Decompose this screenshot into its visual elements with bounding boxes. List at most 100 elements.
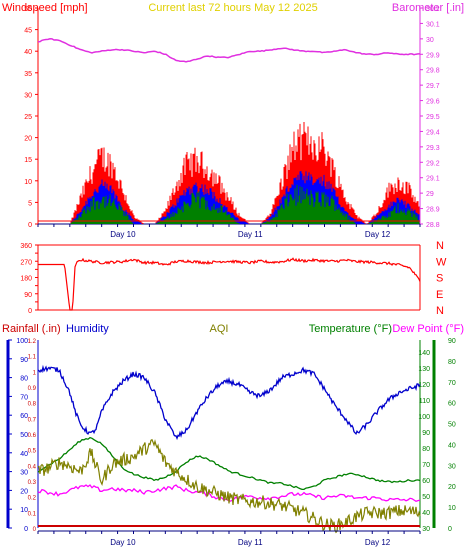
wind-tick-label: 50	[24, 6, 32, 13]
humidity-tick-label: 20	[20, 488, 28, 495]
aqi-label: AQI	[210, 323, 229, 335]
winddir-line	[38, 257, 421, 311]
dew-tick-label: 60	[448, 401, 456, 408]
rain-tick-label: 0.9	[28, 386, 37, 392]
compass-label: S	[436, 273, 443, 285]
rain-tick-label: 1	[33, 370, 37, 376]
humidity-tick-label: 50	[20, 432, 28, 439]
compass-label: W	[436, 256, 447, 268]
baro-tick-label: 29.3	[426, 145, 440, 152]
humidity-tick-label: 70	[20, 394, 28, 401]
baro-tick-label: 30	[426, 37, 434, 44]
temp-tick-label: 100	[418, 414, 430, 421]
chart-title: Current last 72 hours May 12 2025	[148, 2, 317, 14]
rain-tick-label: 0.5	[28, 449, 37, 455]
temp-tick-label: 110	[419, 398, 430, 405]
temp-tick-label: 60	[422, 478, 430, 485]
wind-day-label: Day 10	[110, 230, 136, 239]
winddir-tick-label: 90	[24, 292, 32, 299]
humidity-label: Humidity	[66, 323, 109, 335]
wind-tick-label: 5	[28, 200, 32, 207]
wind-tick-label: 45	[24, 28, 32, 35]
winddir-plot-area	[38, 245, 420, 310]
humidity-tick-label: 40	[20, 451, 28, 458]
rain-tick-label: 0.2	[28, 496, 37, 502]
dew-tick-label: 30	[448, 463, 456, 470]
temp-tick-label: 40	[422, 510, 430, 517]
winddir-tick-label: 0	[28, 308, 32, 315]
temp-tick-label: 130	[418, 366, 430, 373]
wind-tick-label: 35	[24, 71, 32, 78]
winddir-tick-label: 360	[20, 243, 32, 250]
dew-tick-label: 90	[448, 338, 456, 345]
baro-tick-label: 29.9	[426, 52, 440, 59]
env-day-label: Day 12	[365, 538, 391, 547]
temp-tick-label: 80	[422, 446, 430, 453]
baro-tick-label: 29.4	[426, 129, 440, 136]
humidity-tick-label: 10	[20, 507, 28, 514]
rain-tick-label: 0.1	[28, 511, 37, 517]
wind-tick-label: 25	[24, 114, 32, 121]
humidity-tick-label: 100	[16, 338, 28, 345]
rain-tick-label: 0.7	[28, 417, 37, 423]
baro-tick-label: 30.2	[426, 6, 440, 13]
wind-tick-label: 10	[24, 179, 32, 186]
compass-label: E	[436, 289, 443, 301]
humidity-line	[37, 364, 421, 441]
temp-tick-label: 30	[422, 526, 430, 533]
dew-tick-label: 50	[448, 422, 456, 429]
temperature-line	[37, 436, 421, 491]
baro-tick-label: 29.1	[426, 176, 440, 183]
baro-tick-label: 29.6	[426, 99, 440, 106]
humidity-tick-label: 30	[20, 470, 28, 477]
rain-tick-label: 0.8	[28, 402, 37, 408]
temp-tick-label: 90	[422, 430, 430, 437]
env-day-label: Day 10	[110, 538, 136, 547]
baro-tick-label: 29.5	[426, 114, 440, 121]
rain-tick-label: 0.4	[28, 464, 37, 470]
aqi-line	[38, 438, 421, 534]
humidity-tick-label: 0	[24, 526, 28, 533]
baro-tick-label: 30.1	[426, 21, 440, 28]
wind-day-label: Day 12	[365, 230, 391, 239]
humidity-tick-label: 90	[20, 357, 28, 364]
rain-label: Rainfall (.in)	[2, 323, 61, 335]
baro-tick-label: 29.8	[426, 68, 440, 75]
dew-tick-label: 10	[448, 505, 456, 512]
temp-tick-label: 140	[418, 350, 430, 357]
winddir-tick-label: 270	[20, 259, 32, 266]
compass-label: N	[436, 240, 444, 252]
baro-tick-label: 29.7	[426, 83, 440, 90]
rain-tick-label: 0.3	[28, 480, 37, 486]
dew-tick-label: 80	[448, 359, 456, 366]
temp-tick-label: 120	[418, 382, 430, 389]
rain-tick-label: 0.6	[28, 433, 37, 439]
humidity-tick-label: 80	[20, 376, 28, 383]
humidity-tick-label: 60	[20, 413, 28, 420]
dew-tick-label: 0	[448, 526, 452, 533]
baro-tick-label: 28.8	[426, 222, 440, 229]
compass-label: N	[436, 305, 444, 317]
winddir-tick-label: 180	[20, 276, 32, 283]
barometer-line	[37, 38, 420, 63]
baro-tick-label: 29.2	[426, 160, 440, 167]
wind-axis-label: Windspeed [mph]	[2, 2, 88, 14]
wind-tick-label: 15	[24, 157, 32, 164]
dewpoint-label: Dew Point (°F)	[392, 323, 464, 335]
rain-tick-label: 1.1	[28, 355, 37, 361]
dew-tick-label: 40	[448, 442, 456, 449]
baro-axis-label: Barometer [.in]	[392, 2, 464, 14]
baro-tick-label: 28.9	[426, 207, 440, 214]
temperature-label: Temperature (°F)	[309, 323, 392, 335]
wind-tick-label: 30	[24, 92, 32, 99]
temp-tick-label: 70	[422, 462, 430, 469]
dew-tick-label: 20	[448, 484, 456, 491]
dew-tick-label: 70	[448, 380, 456, 387]
rain-tick-label: 0	[33, 527, 37, 533]
temp-tick-label: 50	[422, 494, 430, 501]
wind-tick-label: 20	[24, 136, 32, 143]
wind-day-label: Day 11	[238, 230, 263, 239]
wind-tick-label: 40	[24, 49, 32, 56]
